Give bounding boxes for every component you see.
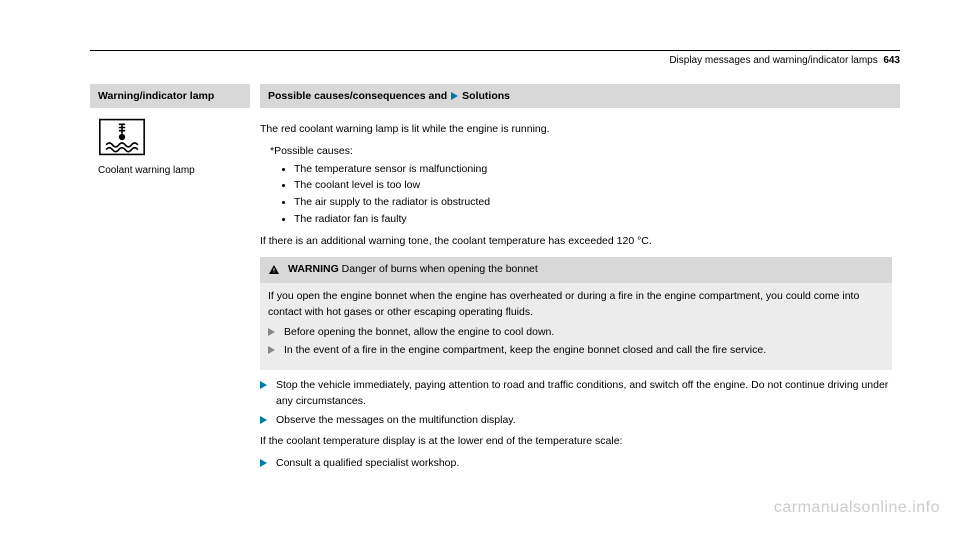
content-body: The red coolant warning lamp is lit whil… bbox=[260, 108, 900, 472]
section-title: Display messages and warning/indicator l… bbox=[669, 55, 877, 66]
col1-header: Warning/indicator lamp bbox=[90, 84, 250, 108]
warning-label: WARNING bbox=[288, 263, 339, 275]
action-item: Observe the messages on the multifunctio… bbox=[260, 413, 892, 429]
actions-list: Stop the vehicle immediately, paying att… bbox=[260, 378, 892, 428]
warning-box: WARNING Danger of burns when opening the… bbox=[260, 257, 892, 370]
coolant-icon bbox=[98, 118, 146, 156]
causes-list: The temperature sensor is malfunctioning… bbox=[282, 162, 892, 228]
cause-item: The coolant level is too low bbox=[282, 178, 892, 194]
final-action: Consult a qualified specialist workshop. bbox=[260, 456, 892, 472]
lamp-cell: Coolant warning lamp bbox=[90, 108, 250, 176]
causes-label: *Possible causes: bbox=[270, 144, 892, 160]
page-number: 643 bbox=[883, 55, 900, 66]
causes-block: *Possible causes: The temperature sensor… bbox=[270, 144, 892, 228]
warning-body: If you open the engine bonnet when the e… bbox=[260, 283, 892, 370]
page-container: Display messages and warning/indicator l… bbox=[0, 0, 960, 475]
cause-item: The air supply to the radiator is obstru… bbox=[282, 195, 892, 211]
lamp-label: Coolant warning lamp bbox=[98, 165, 242, 176]
temp-line: If the coolant temperature display is at… bbox=[260, 434, 892, 450]
col2-header-suffix: Solutions bbox=[462, 90, 510, 102]
cause-item: The temperature sensor is malfunctioning bbox=[282, 162, 892, 178]
col2-header: Possible causes/consequences and Solutio… bbox=[260, 84, 900, 108]
warning-text: If you open the engine bonnet when the e… bbox=[268, 289, 884, 321]
warning-step: Before opening the bonnet, allow the eng… bbox=[268, 325, 884, 341]
intro-text: The red coolant warning lamp is lit whil… bbox=[260, 122, 892, 138]
final-action-list: Consult a qualified specialist workshop. bbox=[260, 456, 892, 472]
col2-header-prefix: Possible causes/consequences and bbox=[268, 90, 447, 102]
watermark: carmanualsonline.info bbox=[774, 499, 940, 517]
warning-triangle-icon bbox=[268, 264, 280, 276]
column-right: Possible causes/consequences and Solutio… bbox=[250, 84, 900, 475]
action-item: Stop the vehicle immediately, paying att… bbox=[260, 378, 892, 410]
warning-steps: Before opening the bonnet, allow the eng… bbox=[268, 325, 884, 360]
cause-item: The radiator fan is faulty bbox=[282, 212, 892, 228]
warning-title: Danger of burns when opening the bonnet bbox=[342, 263, 538, 275]
arrow-icon bbox=[451, 92, 458, 100]
running-header: Display messages and warning/indicator l… bbox=[90, 55, 900, 66]
warning-header: WARNING Danger of burns when opening the… bbox=[260, 257, 892, 283]
content-table: Warning/indicator lamp Coolant warning l… bbox=[90, 84, 900, 475]
tone-line: If there is an additional warning tone, … bbox=[260, 234, 892, 250]
top-rule bbox=[90, 50, 900, 51]
column-left: Warning/indicator lamp Coolant warning l… bbox=[90, 84, 250, 475]
warning-step: In the event of a fire in the engine com… bbox=[268, 343, 884, 359]
